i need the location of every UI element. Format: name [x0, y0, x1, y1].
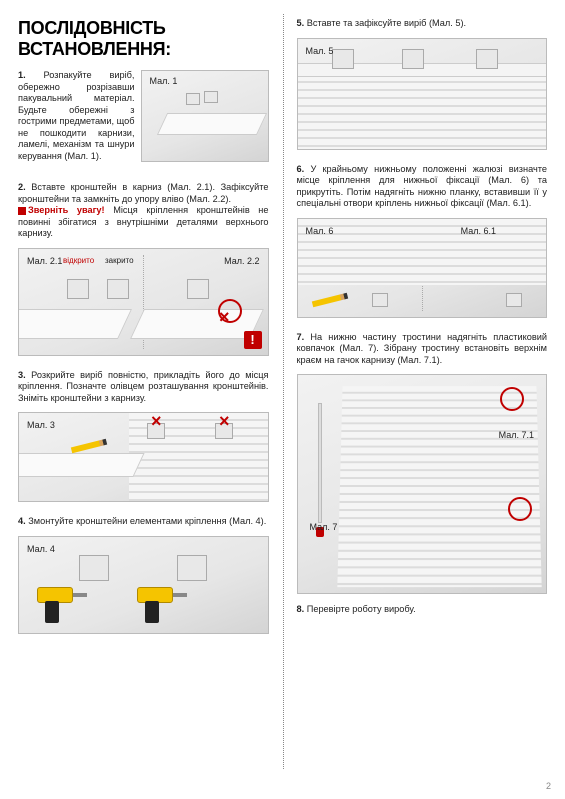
figure-7-label: Мал. 7 — [308, 521, 340, 533]
step-3-number: 3. — [18, 370, 26, 380]
detail-circle — [508, 497, 532, 521]
bracket-icon — [402, 49, 424, 69]
x-mark-icon: × — [151, 412, 162, 432]
left-column: ПОСЛІДОВНІСТЬ ВСТАНОВЛЕННЯ: 1. Розпакуйт… — [0, 0, 283, 799]
figure-5-label: Мал. 5 — [304, 45, 336, 57]
page-number: 2 — [546, 781, 551, 791]
figure-3: Мал. 3 × × — [18, 412, 269, 502]
drill-icon — [37, 587, 87, 627]
step-1-body: Розпакуйте виріб, обережно розрізавши па… — [18, 70, 135, 161]
bracket-icon — [204, 91, 218, 103]
figure-1-label: Мал. 1 — [148, 75, 180, 87]
detail-circle — [500, 387, 524, 411]
step-6-text: 6. У крайньому нижньому положенні жалюзі… — [297, 164, 548, 210]
step-2-text: 2. Вставте кронштейн в карниз (Мал. 2.1)… — [18, 182, 269, 240]
figure-7-group: Мал. 7 Мал. 7.1 — [297, 374, 548, 594]
figure-6-group: Мал. 6 Мал. 6.1 — [297, 218, 548, 318]
figure-4: Мал. 4 — [18, 536, 269, 634]
step-1-block: 1. Розпакуйте виріб, обережно розрізавши… — [18, 70, 269, 170]
right-column: 5. Вставте та зафіксуйте виріб (Мал. 5).… — [283, 0, 565, 799]
step-4-text: 4. Змонтуйте кронштейни елементами кріпл… — [18, 516, 269, 528]
step-7-body: На нижню частину тростини надягніть плас… — [297, 332, 548, 365]
warning-badge-icon: ! — [244, 331, 262, 349]
warning-label: Зверніть увагу! — [28, 205, 105, 215]
rail-illustration — [156, 113, 266, 135]
step-5-text: 5. Вставте та зафіксуйте виріб (Мал. 5). — [297, 18, 548, 30]
step-5-number: 5. — [297, 18, 305, 28]
column-divider — [283, 14, 284, 769]
figure-4-label: Мал. 4 — [25, 543, 57, 555]
step-8-body: Перевірте роботу виробу. — [307, 604, 416, 614]
step-3-text: 3. Розкрийте виріб повністю, прикладіть … — [18, 370, 269, 405]
step-3-body: Розкрийте виріб повністю, прикладіть йог… — [18, 370, 269, 403]
warning-icon — [18, 207, 26, 215]
step-8-number: 8. — [297, 604, 305, 614]
step-5-body: Вставте та зафіксуйте виріб (Мал. 5). — [307, 18, 466, 28]
step-7-text: 7. На нижню частину тростини надягніть п… — [297, 332, 548, 367]
step-2-body: Вставте кронштейн в карниз (Мал. 2.1). З… — [18, 182, 268, 204]
step-1-number: 1. — [18, 70, 26, 80]
step-4-body: Змонтуйте кронштейни елементами кріпленн… — [28, 516, 266, 526]
figure-3-label: Мал. 3 — [25, 419, 57, 431]
x-mark-icon: × — [219, 412, 230, 432]
step-4-number: 4. — [18, 516, 26, 526]
bracket-icon — [67, 279, 89, 299]
figure-5: Мал. 5 — [297, 38, 548, 150]
figure-21-label: Мал. 2.1 — [25, 255, 64, 267]
step-2-number: 2. — [18, 182, 26, 192]
rail-illustration — [18, 309, 132, 339]
wand-illustration — [318, 403, 322, 523]
close-label: закрито — [105, 256, 134, 265]
bracket-icon — [79, 555, 109, 581]
blinds-illustration — [298, 75, 547, 149]
bracket-icon — [187, 279, 209, 299]
figure-22-label: Мал. 2.2 — [222, 255, 261, 267]
blinds-illustration — [337, 386, 541, 587]
step-6-number: 6. — [297, 164, 305, 174]
step-7-number: 7. — [297, 332, 305, 342]
bracket-icon — [186, 93, 200, 105]
pencil-icon — [311, 292, 347, 307]
figure-71-label: Мал. 7.1 — [497, 429, 536, 441]
bracket-icon — [177, 555, 207, 581]
x-mark-icon: × — [219, 307, 230, 328]
bracket-icon — [476, 49, 498, 69]
step-8-text: 8. Перевірте роботу виробу. — [297, 604, 548, 616]
clip-icon — [372, 293, 388, 307]
clip-icon — [506, 293, 522, 307]
figure-61-label: Мал. 6.1 — [459, 225, 498, 237]
figure-2-group: Мал. 2.1 Мал. 2.2 відкрито закрито ! × — [18, 248, 269, 356]
figure-6-label: Мал. 6 — [304, 225, 336, 237]
figure-1: Мал. 1 — [141, 70, 269, 162]
step-6-body: У крайньому нижньому положенні жалюзі ви… — [297, 164, 548, 209]
bracket-icon — [107, 279, 129, 299]
rail-illustration — [18, 453, 145, 477]
page-title: ПОСЛІДОВНІСТЬ ВСТАНОВЛЕННЯ: — [18, 18, 269, 60]
open-label: відкрито — [63, 256, 94, 265]
pencil-icon — [71, 439, 107, 454]
drill-icon — [137, 587, 187, 627]
step-1-text: 1. Розпакуйте виріб, обережно розрізавши… — [18, 70, 135, 162]
